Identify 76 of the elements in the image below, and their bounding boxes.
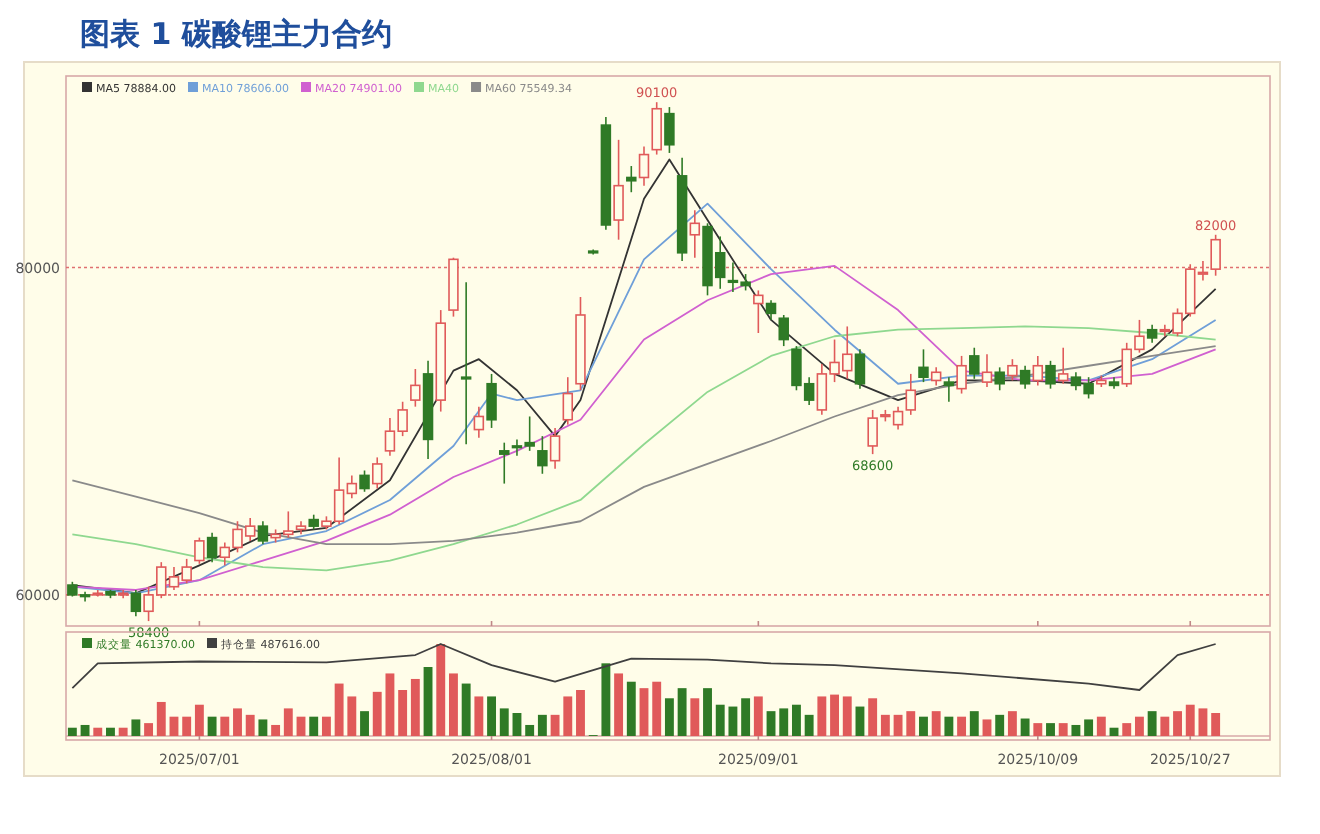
bar: [817, 696, 827, 736]
bar: [830, 694, 839, 736]
bar: [194, 704, 204, 736]
bar: [1147, 711, 1157, 736]
bar: [106, 727, 115, 736]
bar: [1122, 723, 1132, 736]
bar: [1020, 718, 1030, 736]
bar: [1033, 723, 1043, 736]
bar: [664, 698, 674, 736]
bar: [207, 716, 217, 736]
bar: [626, 681, 636, 736]
bar: [652, 681, 662, 736]
bar: [1134, 716, 1144, 736]
bar: [461, 683, 471, 736]
bar: [957, 716, 967, 736]
bar: [1096, 716, 1106, 736]
line-series: [71, 345, 1217, 546]
line-series: [71, 325, 1217, 572]
bar: [995, 714, 1005, 736]
bar: [703, 688, 712, 736]
bar: [233, 708, 242, 736]
bar: [1084, 719, 1094, 736]
bar: [944, 716, 954, 736]
bar: [182, 716, 192, 736]
bar: [1160, 716, 1170, 736]
bar: [1046, 723, 1055, 736]
bar: [321, 716, 331, 736]
bar: [931, 711, 941, 736]
bar: [766, 711, 776, 736]
bar: [398, 690, 408, 736]
bar: [360, 711, 369, 736]
bar: [919, 716, 928, 736]
bar: [118, 727, 128, 736]
bar: [982, 719, 992, 736]
bar: [423, 667, 433, 736]
bar: [258, 719, 268, 736]
bar: [410, 678, 420, 736]
bar: [779, 708, 789, 736]
bar: [245, 714, 255, 736]
bar: [449, 673, 458, 736]
bar: [525, 724, 535, 736]
bar: [309, 716, 319, 736]
chart-title: 图表 1 碳酸锂主力合约: [80, 16, 392, 52]
bar: [842, 696, 852, 736]
bar: [537, 714, 547, 736]
bar: [283, 708, 293, 736]
bar: [436, 644, 446, 736]
bar: [1071, 724, 1081, 736]
bar: [67, 727, 77, 736]
bar: [804, 714, 814, 736]
bar: [614, 673, 624, 736]
bar: [144, 723, 154, 736]
bar: [791, 704, 801, 736]
bar: [880, 714, 890, 736]
bar: [271, 724, 281, 736]
bar: [156, 701, 166, 736]
bar: [1211, 713, 1221, 736]
bar: [80, 724, 90, 736]
bar: [868, 698, 878, 736]
bar: [639, 688, 649, 736]
bar: [677, 688, 687, 736]
bar: [753, 696, 763, 736]
bar: [499, 708, 509, 736]
bar: [741, 698, 751, 736]
bar: [969, 711, 979, 736]
bar: [220, 716, 230, 736]
bar: [690, 698, 700, 736]
bar: [487, 696, 497, 736]
bar: [512, 713, 522, 736]
bar: [576, 690, 585, 736]
bar: [1007, 711, 1017, 736]
bar: [93, 727, 103, 736]
bar: [1173, 711, 1182, 736]
bar: [131, 719, 141, 736]
bar: [1058, 723, 1068, 736]
bar: [474, 696, 484, 736]
